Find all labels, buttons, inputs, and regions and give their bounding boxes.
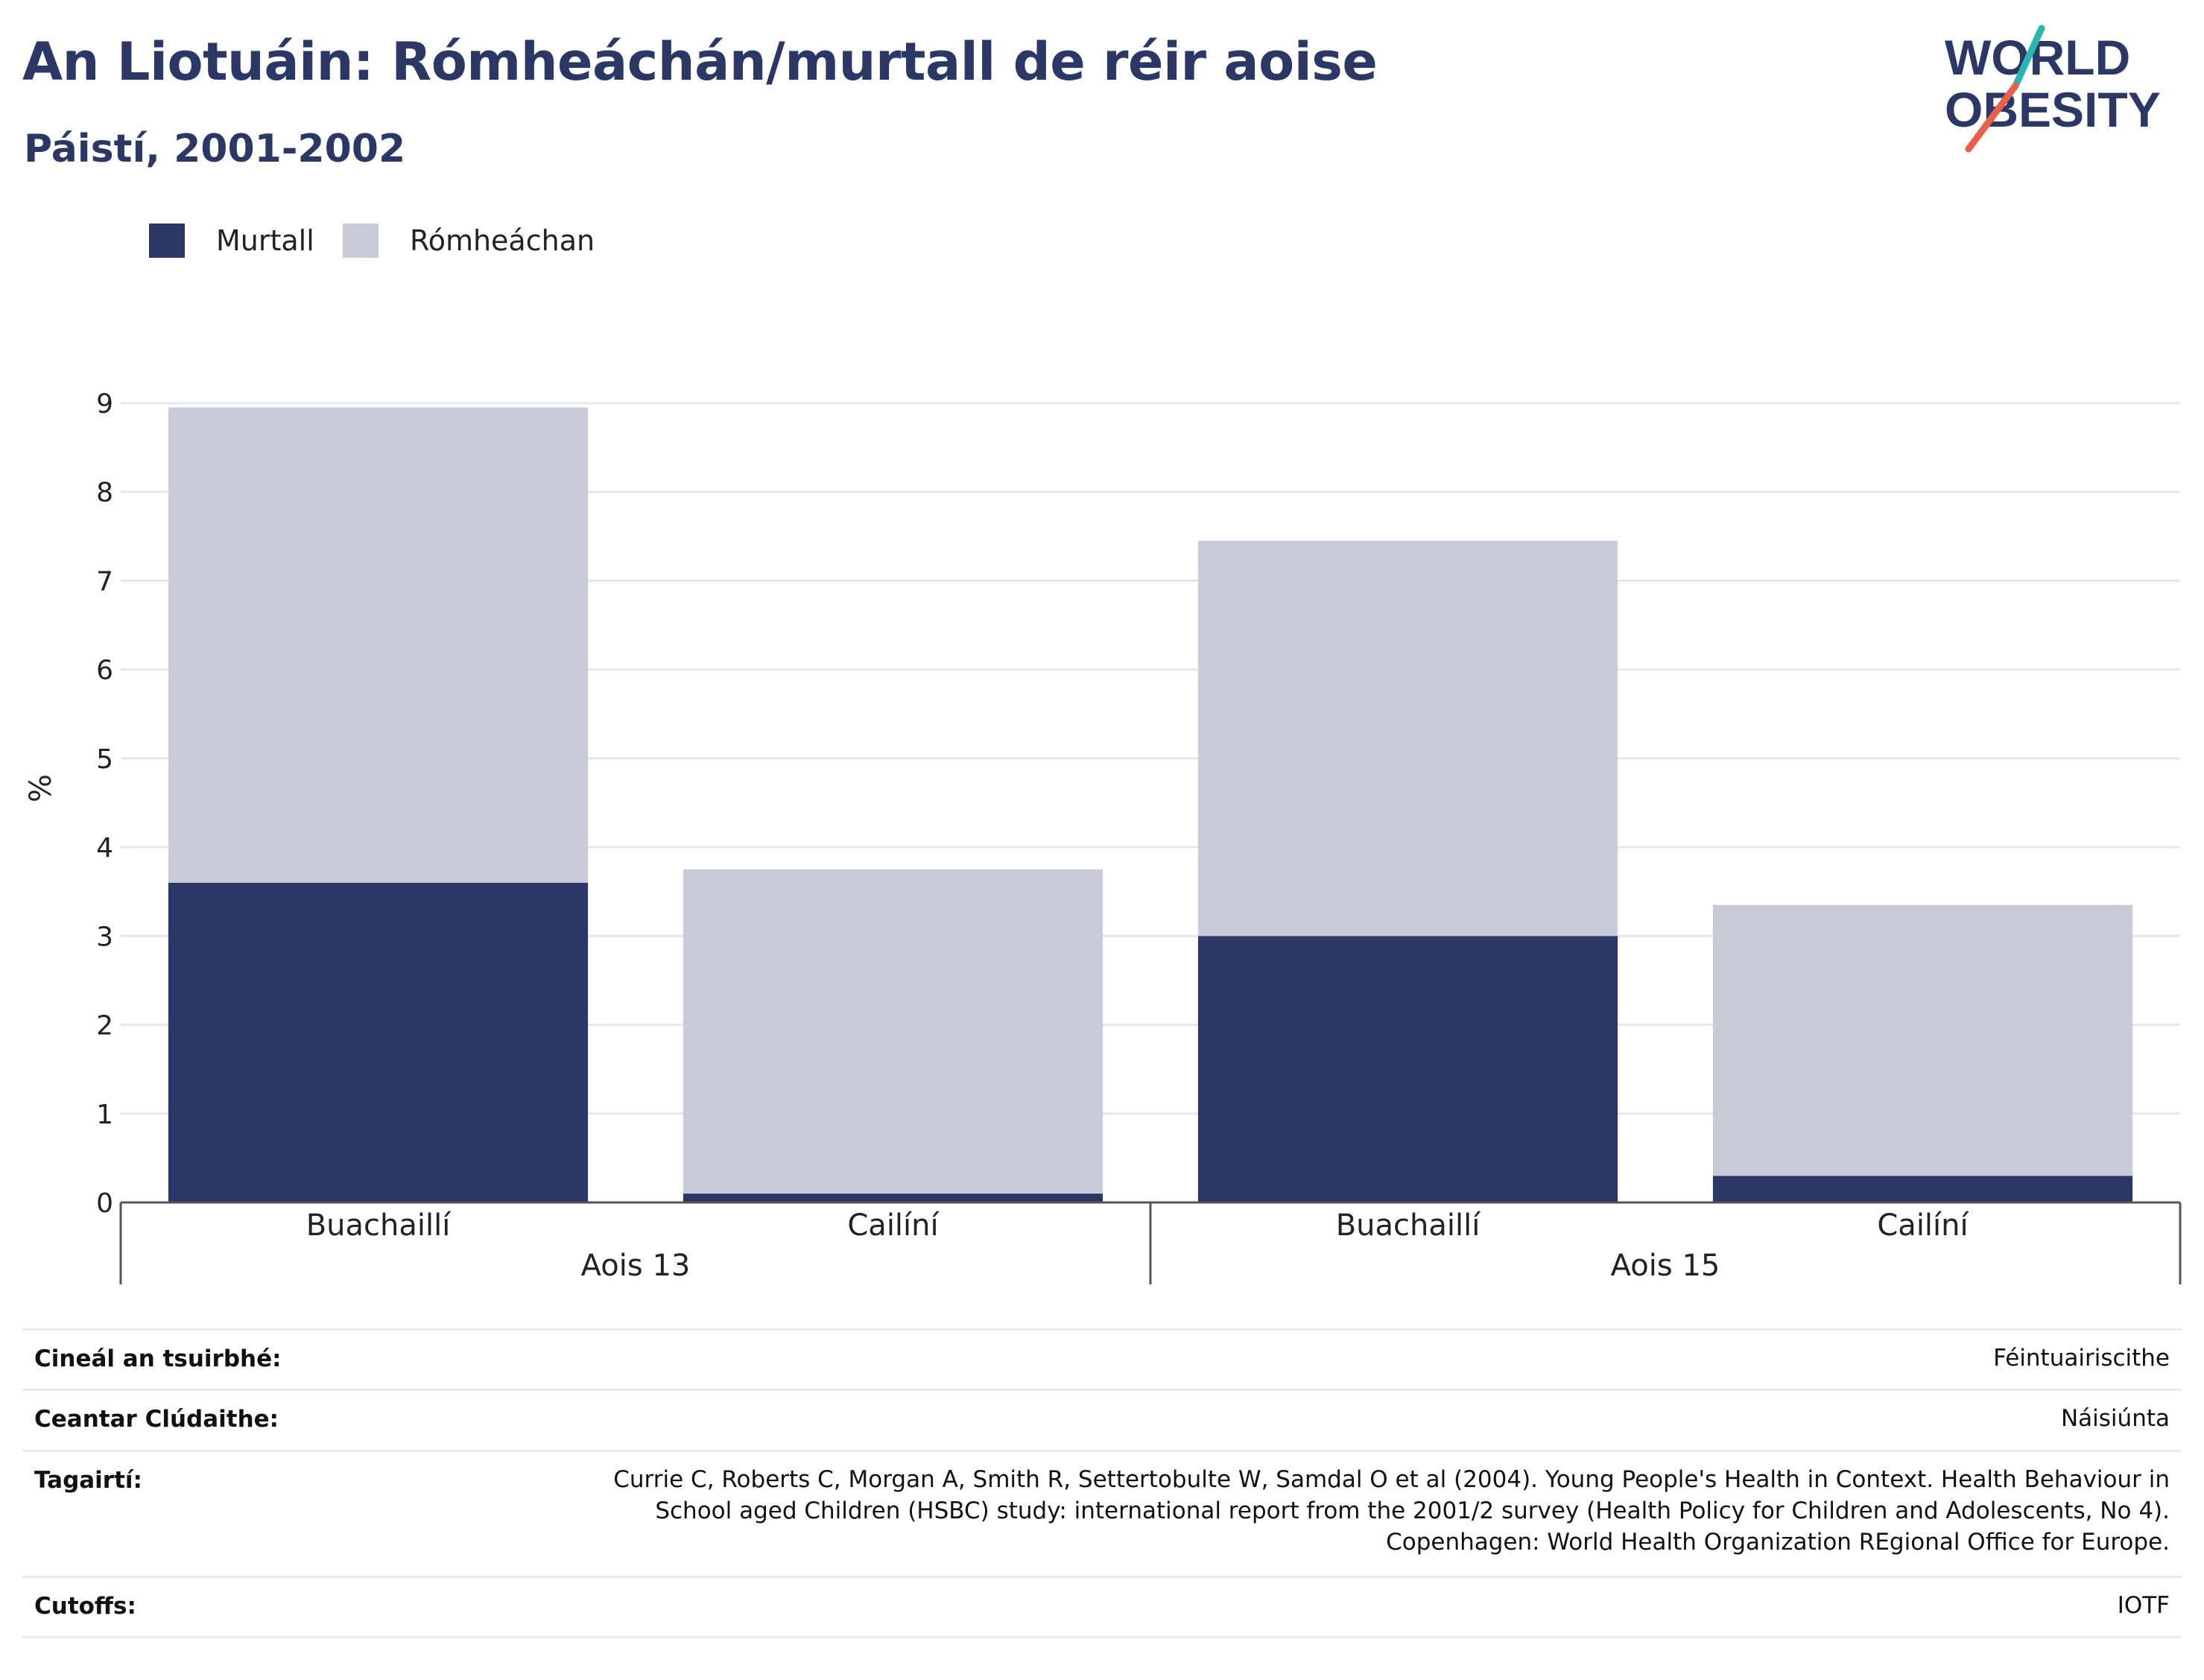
legend-swatch-murtall [149, 224, 185, 258]
bar-romheachan [1712, 904, 2133, 1176]
y-tick-label: 2 [96, 1011, 113, 1042]
info-label: Cineál an tsuirbhé: [34, 1345, 282, 1372]
info-row-cutoffs: Cutoffs: IOTF [22, 1576, 2182, 1638]
x-tick-label: Cailíní [847, 1208, 940, 1243]
bar-romheachan [1197, 540, 1618, 936]
bar-romheachan [683, 869, 1103, 1194]
x-tick-label: Cailíní [1877, 1208, 1969, 1243]
legend-swatch-romheachan [343, 224, 379, 258]
y-tick-label: 5 [96, 744, 113, 775]
y-tick-label: 6 [96, 656, 113, 686]
y-tick-label: 0 [96, 1188, 113, 1219]
bar-murtall [168, 882, 589, 1202]
info-row-references: Tagairtí: Currie C, Roberts C, Morgan A,… [22, 1450, 2182, 1576]
reference-line: Currie C, Roberts C, Morgan A, Smith R, … [613, 1466, 2170, 1493]
legend-label-romheachan: Rómheáchan [410, 224, 595, 257]
info-row-survey-type: Cineál an tsuirbhé: Féintuairiscithe [22, 1328, 2182, 1389]
bar-murtall [1197, 936, 1618, 1202]
info-label: Cutoffs: [34, 1593, 136, 1620]
y-tick-label: 7 [96, 566, 113, 597]
y-tick-label: 9 [96, 389, 113, 419]
y-tick-label: 1 [96, 1100, 113, 1130]
info-label: Ceantar Clúdaithe: [34, 1406, 279, 1433]
y-tick-label: 3 [96, 922, 113, 952]
group-label: Aois 15 [1611, 1249, 1720, 1283]
logo-slash-bottom [1965, 82, 2019, 153]
bar-chart: 0 1 2 3 4 5 6 7 8 9% Buachaillí Cailíní Buachaillí Ca… [24, 389, 2182, 1284]
info-value: IOTF [2117, 1592, 2170, 1619]
bar-murtall [683, 1194, 1103, 1202]
bar-romheachan [168, 407, 589, 883]
x-tick-label: Buachaillí [306, 1208, 452, 1243]
info-row-area-covered: Ceantar Clúdaithe: Náisiúnta [22, 1389, 2182, 1450]
chart-subtitle: Páistí, 2001-2002 [24, 127, 406, 171]
legend-label-murtall: Murtall [216, 224, 314, 257]
y-axis-title: % [24, 774, 58, 802]
info-value: Náisiúnta [2060, 1405, 2170, 1432]
logo-slash-top [2012, 25, 2045, 89]
info-value-references: Currie C, Roberts C, Morgan A, Smith R, … [22, 1452, 2182, 1558]
x-tick-label: Buachaillí [1336, 1208, 1482, 1243]
y-tick-label: 8 [96, 478, 113, 508]
y-tick-label: 4 [96, 833, 113, 863]
reference-line: School aged Children (HSBC) study: inter… [655, 1497, 2170, 1524]
bar-murtall [1712, 1176, 2133, 1202]
world-obesity-logo: WORLD OBESITY [1945, 25, 2161, 153]
info-value: Féintuairiscithe [1993, 1345, 2170, 1372]
info-table: Cineál an tsuirbhé: Féintuairiscithe Cea… [22, 1328, 2182, 1638]
chart-title: An Liotuáin: Rómheáchán/murtall de réir … [22, 31, 1378, 92]
info-label: Tagairtí: [34, 1467, 142, 1494]
group-label: Aois 13 [581, 1249, 691, 1283]
reference-line: Copenhagen: World Health Organization RE… [1386, 1529, 2170, 1556]
